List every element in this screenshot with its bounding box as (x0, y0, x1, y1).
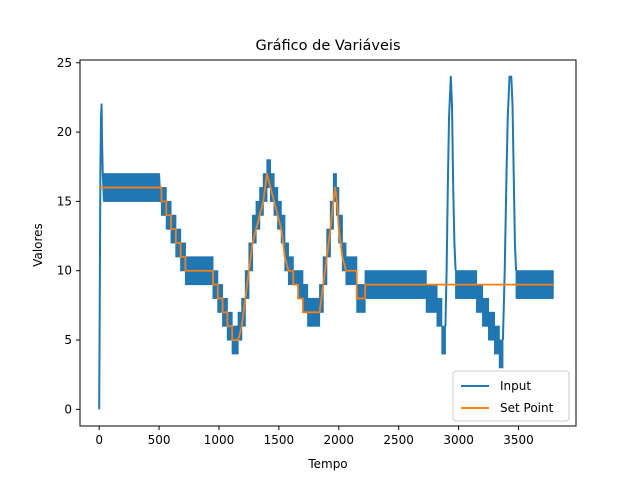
input-oscillation-band (425, 284, 438, 313)
input-oscillation-band (498, 339, 504, 369)
input-oscillation-band (482, 297, 490, 327)
y-tick-label: 5 (64, 333, 72, 347)
series-input (98, 75, 554, 410)
input-oscillation-band (476, 284, 484, 313)
plot-frame (79, 59, 577, 427)
y-tick-label: 20 (57, 125, 72, 139)
x-tick-label: 1000 (204, 433, 235, 447)
y-tick-label: 0 (64, 402, 72, 416)
x-tick-label: 2500 (383, 433, 414, 447)
y-tick-label: 25 (57, 56, 72, 70)
x-tick-label: 1500 (264, 433, 295, 447)
legend: Input Set Point (452, 370, 570, 422)
x-tick-label: 500 (148, 433, 171, 447)
y-tick-label: 15 (57, 194, 72, 208)
legend-label-set-point: Set Point (500, 401, 554, 415)
input-line-segment (501, 75, 518, 341)
input-oscillation-band (441, 325, 446, 355)
y-tick-label: 10 (57, 264, 72, 278)
input-oscillation-band (494, 325, 500, 355)
y-axis-label: Valores (31, 223, 45, 267)
chart-title: Gráfico de Variáveis (255, 38, 400, 54)
x-tick-label: 3000 (443, 433, 474, 447)
input-line-segment (444, 75, 457, 327)
legend-label-input: Input (500, 379, 531, 393)
input-line-segment (98, 103, 105, 410)
series-set-point (99, 172, 554, 341)
x-tick-label: 0 (95, 433, 103, 447)
input-oscillation-band (436, 297, 443, 327)
x-tick-label: 3500 (503, 433, 534, 447)
x-tick-label: 2000 (324, 433, 355, 447)
x-axis-label: Tempo (307, 457, 347, 471)
series-layer (98, 75, 554, 410)
input-oscillation-band (488, 311, 496, 341)
set-point-line (99, 172, 554, 341)
